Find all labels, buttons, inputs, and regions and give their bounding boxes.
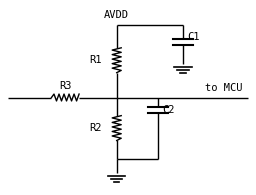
Text: C1: C1: [187, 32, 199, 42]
Text: C2: C2: [162, 105, 174, 115]
Text: R3: R3: [59, 81, 71, 91]
Text: R1: R1: [89, 55, 102, 65]
Text: AVDD: AVDD: [104, 10, 129, 20]
Text: to MCU: to MCU: [205, 83, 242, 93]
Text: R2: R2: [89, 123, 102, 133]
